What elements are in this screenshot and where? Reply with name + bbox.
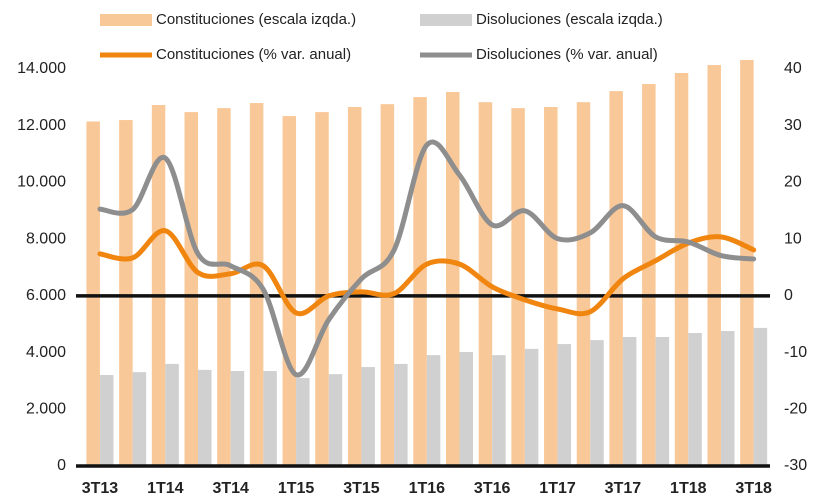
bar — [576, 102, 591, 466]
y2-tick-label: 40 — [784, 60, 802, 77]
bar — [394, 363, 408, 466]
y-tick-label: 0 — [57, 457, 66, 474]
bar — [380, 104, 395, 467]
bar — [459, 352, 473, 466]
bar — [445, 91, 460, 466]
x-tick-label: 1T17 — [539, 480, 576, 497]
bar — [230, 371, 245, 466]
y-tick-label: 14.000 — [17, 60, 66, 77]
bar — [707, 65, 721, 466]
bar — [132, 372, 147, 466]
bar — [753, 327, 768, 466]
bar — [119, 120, 133, 467]
x-tick-label: 3T15 — [343, 480, 380, 497]
legend-label: Constituciones (escala izqda.) — [156, 11, 356, 28]
bar — [544, 106, 558, 467]
bar — [86, 121, 100, 466]
y2-tick-label: 10 — [784, 230, 802, 247]
bar — [674, 72, 689, 466]
y-tick-label: 6.000 — [26, 287, 66, 304]
x-tick-label: 3T13 — [82, 480, 119, 497]
x-tick-label: 3T16 — [474, 480, 511, 497]
bar — [165, 363, 179, 466]
y-tick-label: 10.000 — [17, 174, 66, 191]
bar — [590, 340, 604, 466]
bar — [511, 108, 525, 466]
bar — [282, 116, 297, 466]
bar — [740, 59, 754, 466]
bar — [328, 374, 343, 466]
bar — [524, 348, 539, 466]
bar — [622, 336, 637, 466]
bar — [720, 331, 735, 466]
bar — [426, 355, 441, 466]
x-tick-label: 3T17 — [605, 480, 642, 497]
y2-tick-label: 20 — [784, 174, 802, 191]
bar — [198, 369, 212, 466]
y2-tick-label: 30 — [784, 117, 802, 134]
bar — [642, 84, 656, 466]
y2-tick-label: -20 — [784, 401, 807, 418]
legend-swatch — [420, 14, 472, 26]
x-tick-label: 1T16 — [409, 480, 446, 497]
legend-label: Disoluciones (escala izqda.) — [476, 11, 663, 28]
y2-tick-label: -30 — [784, 457, 807, 474]
bar — [492, 355, 506, 466]
y2-tick-label: 0 — [784, 287, 793, 304]
bar — [296, 378, 310, 466]
bar — [184, 112, 198, 467]
line-series — [97, 228, 757, 317]
bar — [361, 367, 375, 466]
bar — [655, 336, 670, 466]
bar — [217, 108, 231, 466]
legend-label: Constituciones (% var. anual) — [156, 46, 351, 63]
y2-tick-label: -10 — [784, 344, 807, 361]
bar — [413, 97, 427, 466]
bar — [263, 371, 277, 466]
bar — [688, 333, 702, 466]
x-tick-label: 3T18 — [735, 480, 772, 497]
y-tick-label: 4.000 — [26, 344, 66, 361]
line-series — [97, 139, 757, 378]
bar — [609, 91, 623, 467]
bar — [151, 105, 166, 466]
y-tick-label: 8.000 — [26, 230, 66, 247]
legend-swatch — [100, 14, 152, 26]
y-tick-label: 12.000 — [17, 117, 66, 134]
legend-label: Disoluciones (% var. anual) — [476, 46, 658, 63]
y-tick-label: 2.000 — [26, 401, 66, 418]
bar — [99, 374, 114, 466]
bar — [249, 103, 264, 467]
x-tick-label: 1T18 — [670, 480, 707, 497]
bar — [315, 112, 329, 467]
bar — [557, 344, 572, 466]
x-tick-label: 1T14 — [147, 480, 184, 497]
x-tick-label: 3T14 — [212, 480, 249, 497]
x-tick-label: 1T15 — [278, 480, 315, 497]
